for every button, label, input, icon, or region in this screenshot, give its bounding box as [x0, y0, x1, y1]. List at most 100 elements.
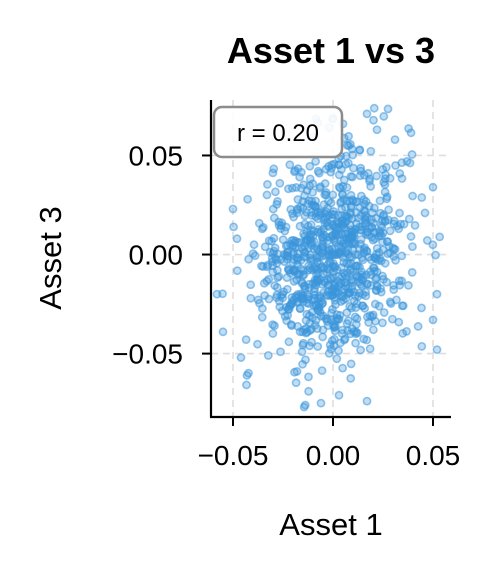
data-point [428, 315, 438, 325]
data-point [300, 400, 310, 410]
data-point [286, 239, 295, 249]
data-point [278, 235, 288, 245]
data-point [337, 211, 347, 220]
data-point [323, 246, 333, 256]
data-point [362, 279, 372, 289]
data-point [369, 103, 379, 113]
data-point [272, 255, 281, 265]
data-point [389, 251, 399, 261]
data-point [316, 398, 326, 408]
data-point [377, 231, 386, 241]
data-point [363, 227, 372, 237]
data-point [314, 168, 324, 178]
data-point [300, 219, 310, 229]
data-point [404, 124, 413, 133]
data-point [397, 251, 407, 261]
data-point [326, 344, 336, 354]
x-tick-label: 0.05 [406, 440, 461, 471]
data-point [228, 204, 238, 214]
data-point [356, 191, 366, 201]
data-point [279, 257, 289, 267]
data-point [428, 182, 438, 192]
data-point [343, 316, 353, 326]
data-point [287, 293, 297, 302]
data-point [289, 212, 299, 222]
data-point [301, 328, 311, 338]
data-point [389, 280, 398, 290]
data-point [345, 139, 355, 149]
data-point [329, 236, 339, 245]
data-point [323, 314, 332, 324]
data-point [268, 329, 278, 338]
x-axis-label: Asset 1 [279, 507, 382, 542]
data-point [369, 325, 378, 335]
data-point [300, 281, 310, 291]
data-point [293, 260, 302, 270]
data-point [432, 289, 442, 299]
data-point [330, 323, 339, 332]
data-point [355, 145, 365, 155]
data-point [244, 254, 254, 264]
data-point [288, 257, 298, 267]
data-point [326, 167, 336, 177]
annotation-box [212, 105, 344, 159]
data-point [269, 233, 279, 243]
data-point [338, 181, 348, 191]
data-point [232, 234, 242, 244]
data-point [399, 219, 409, 229]
data-point [376, 220, 386, 230]
data-point [366, 215, 376, 224]
data-point [404, 280, 413, 290]
data-point [379, 308, 389, 317]
data-point [394, 224, 404, 234]
data-point [383, 215, 393, 225]
data-point [328, 304, 337, 314]
data-point [351, 303, 361, 313]
data-point [383, 104, 393, 114]
data-point [408, 242, 417, 252]
y-tick-label: −0.05 [112, 339, 183, 370]
data-point [264, 274, 274, 284]
data-point [229, 222, 238, 232]
data-point [274, 296, 284, 306]
data-point [417, 303, 426, 313]
data-point [276, 224, 286, 234]
data-point [392, 295, 401, 305]
data-point [236, 353, 246, 362]
data-point [263, 180, 272, 189]
y-axis-label: Asset 3 [33, 206, 68, 309]
data-point [395, 280, 405, 290]
data-point [380, 174, 390, 184]
data-point [334, 281, 344, 291]
data-point [379, 210, 389, 220]
data-point [293, 205, 302, 215]
data-point [362, 396, 372, 406]
data-point [406, 128, 416, 138]
data-point [369, 203, 379, 213]
data-point [366, 146, 376, 156]
data-point [307, 337, 316, 347]
data-point [283, 184, 293, 194]
data-point [342, 273, 352, 283]
data-point [351, 329, 361, 339]
data-point [375, 196, 385, 206]
data-point [357, 270, 367, 280]
data-point [359, 205, 369, 215]
data-point [373, 255, 383, 265]
data-point [365, 174, 374, 184]
data-point [334, 314, 344, 324]
data-point [272, 199, 282, 209]
data-point [330, 222, 340, 232]
data-point [354, 288, 364, 298]
data-point [420, 208, 430, 218]
data-point [258, 222, 268, 232]
y-tick-label: 0.00 [129, 240, 184, 271]
data-point [410, 220, 420, 230]
data-point [246, 293, 256, 303]
data-point [395, 208, 404, 218]
data-point [359, 199, 369, 209]
data-point [320, 190, 330, 199]
data-point [356, 345, 366, 355]
x-tick-label: 0.00 [306, 440, 361, 471]
data-point [341, 159, 351, 169]
